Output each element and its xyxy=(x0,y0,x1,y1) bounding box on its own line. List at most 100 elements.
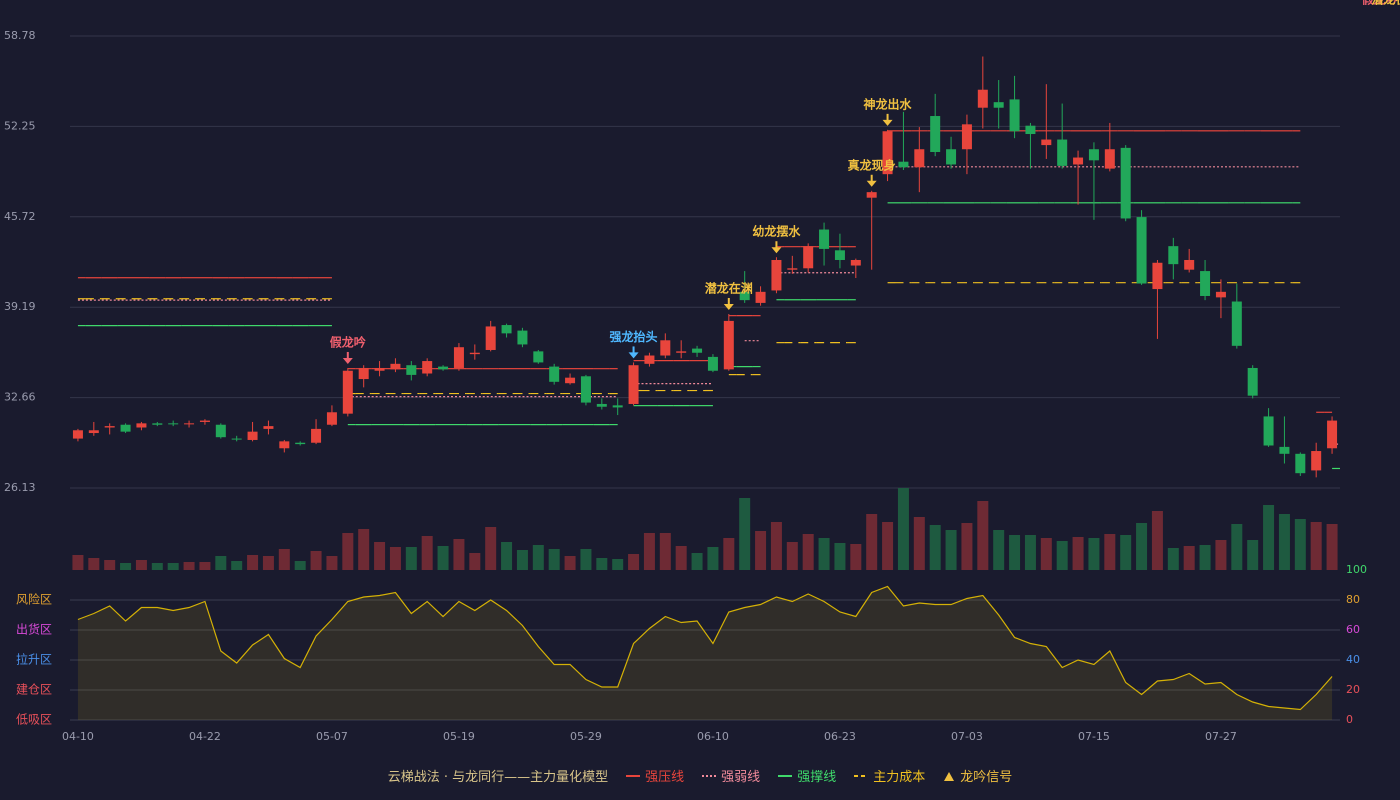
zone-label: 出货区 xyxy=(16,622,52,637)
volume-bar xyxy=(215,556,227,570)
candle-body xyxy=(1009,99,1020,132)
x-tick-label: 07-03 xyxy=(951,730,983,743)
volume-bar xyxy=(929,525,941,570)
legend-item: 强弱线 xyxy=(702,766,760,785)
volume-bar xyxy=(1247,540,1259,570)
volume-bar xyxy=(802,534,814,570)
legend-symbol xyxy=(854,774,869,777)
candle-body xyxy=(406,365,417,375)
x-tick-label: 04-10 xyxy=(62,730,94,743)
volume-bar xyxy=(818,538,830,570)
volume-bar xyxy=(1278,514,1290,570)
y-tick-label: 26.13 xyxy=(4,481,36,494)
x-tick-label: 07-27 xyxy=(1205,730,1237,743)
legend-symbol xyxy=(626,774,641,777)
x-tick-label: 04-22 xyxy=(189,730,221,743)
volume-bar xyxy=(247,555,259,570)
candle-body xyxy=(469,352,480,355)
candle-body xyxy=(914,149,925,168)
candle-body xyxy=(152,423,163,425)
candle-body xyxy=(930,116,941,153)
signal-label: 幼龙摆水 xyxy=(752,224,801,239)
volume-bar xyxy=(866,514,878,570)
candle-body xyxy=(549,366,560,382)
candle-body xyxy=(898,161,909,168)
volume-bar xyxy=(278,549,290,570)
y-tick-label: 52.25 xyxy=(4,119,36,132)
candle-body xyxy=(438,366,449,370)
candle-body xyxy=(326,412,337,425)
volume-bar xyxy=(1056,541,1068,570)
candle-body xyxy=(882,131,893,175)
volume-bar xyxy=(580,549,592,570)
volume-bar xyxy=(167,563,179,570)
legend-label: 主力成本 xyxy=(873,770,926,785)
candle-body xyxy=(1279,446,1290,454)
volume-bar xyxy=(326,556,338,570)
y-tick-label: 45.72 xyxy=(4,210,36,223)
x-tick-label: 05-19 xyxy=(443,730,475,743)
candle-body xyxy=(787,268,798,270)
volume-bar xyxy=(723,538,735,570)
x-tick-label: 07-15 xyxy=(1078,730,1110,743)
legend-label: 强弱线 xyxy=(721,770,761,785)
candle-body xyxy=(295,442,306,445)
volume-bar xyxy=(1024,535,1036,570)
signal-arrow xyxy=(771,247,782,254)
candle-body xyxy=(1152,262,1163,290)
volume-bar xyxy=(596,558,608,570)
volume-bar xyxy=(501,542,513,570)
volume-bar xyxy=(961,523,973,570)
signal-label: 假龙吟 xyxy=(1362,0,1398,7)
volume-bar xyxy=(1009,535,1021,570)
y-tick-label: 32.66 xyxy=(4,391,36,404)
volume-bar xyxy=(612,559,624,570)
candle-body xyxy=(1088,149,1099,161)
candle-body xyxy=(850,259,861,266)
legend-symbol xyxy=(944,771,955,781)
volume-bar xyxy=(104,560,116,570)
candle-body xyxy=(263,426,274,429)
volume-bar xyxy=(643,533,655,570)
candle-body xyxy=(374,367,385,371)
signal-label: 强龙抬头 xyxy=(610,329,658,344)
candle-body xyxy=(1184,259,1195,270)
volume-bar xyxy=(548,549,560,570)
volume-bar xyxy=(628,554,640,570)
candle-body xyxy=(644,355,655,364)
candle-body xyxy=(453,347,464,368)
signal-arrow xyxy=(342,357,353,364)
candle-body xyxy=(803,246,814,269)
candle-body xyxy=(1263,416,1274,446)
candle-body xyxy=(1247,367,1258,396)
candle-body xyxy=(692,348,703,353)
volume-bar xyxy=(834,543,846,570)
volume-bar xyxy=(850,544,862,570)
volume-bar xyxy=(564,556,576,570)
candle-body xyxy=(676,351,687,353)
candle-body xyxy=(819,229,830,249)
zone-label: 低吸区 xyxy=(16,713,52,727)
candle-body xyxy=(88,430,99,434)
candle-body xyxy=(342,370,353,414)
candle-body xyxy=(72,430,83,439)
indicator-tick-label: 80 xyxy=(1346,593,1360,606)
indicator-tick-label: 0 xyxy=(1346,713,1353,726)
zone-label: 建仓区 xyxy=(16,683,52,697)
volume-bar xyxy=(183,562,195,570)
signal-arrow xyxy=(628,352,639,359)
indicator-tick-label: 60 xyxy=(1346,623,1360,636)
signal-label: 潜龙在渊 xyxy=(1372,0,1400,7)
candle-body xyxy=(834,250,845,260)
legend-item: 强撑线 xyxy=(778,766,836,785)
signal-arrow xyxy=(882,119,893,126)
x-tick-label: 05-29 xyxy=(570,730,602,743)
volume-bar xyxy=(786,542,798,570)
candle-body xyxy=(660,340,671,356)
candle-body xyxy=(311,428,322,443)
signal-label: 真龙现身 xyxy=(848,157,896,172)
candle-body xyxy=(533,351,544,363)
